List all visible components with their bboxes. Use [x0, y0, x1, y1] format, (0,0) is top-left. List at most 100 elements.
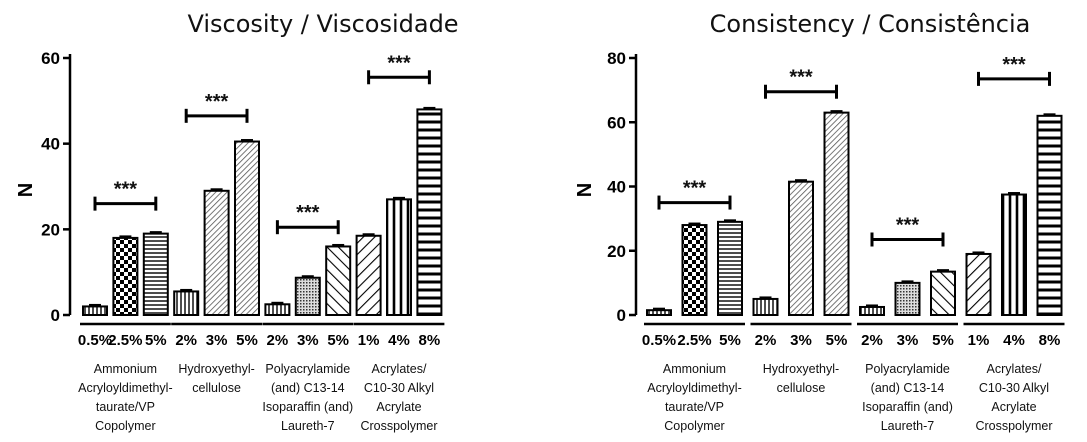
- significance-marker: ***: [896, 215, 920, 237]
- x-tick-label: 2%: [755, 332, 777, 349]
- y-axis-label: N: [574, 183, 596, 197]
- x-tick-label: 8%: [1039, 332, 1061, 349]
- significance-marker: ***: [1002, 54, 1026, 76]
- significance-marker: ***: [387, 52, 411, 74]
- y-tick-label: 0: [51, 306, 60, 325]
- x-tick-label: 3%: [790, 332, 812, 349]
- bar: [386, 198, 412, 317]
- bar: [717, 220, 743, 316]
- bar: [965, 252, 992, 316]
- group-label: taurate/VP: [665, 400, 724, 414]
- group-label: Isoparaffin (and): [262, 400, 353, 414]
- x-tick-label: 3%: [206, 332, 228, 349]
- x-tick-label: 2.5%: [108, 332, 142, 349]
- group-label: Polyacrylamide: [865, 362, 950, 376]
- group-label: cellulose: [192, 381, 241, 395]
- bar: [82, 305, 108, 316]
- y-tick-label: 20: [41, 220, 60, 239]
- group-label: Laureth-7: [281, 419, 335, 433]
- group-label: (and) C13-14: [271, 381, 345, 395]
- y-tick-label: 40: [41, 135, 60, 154]
- group-label: Crosspolymer: [360, 419, 437, 433]
- group-label: Crosspolymer: [975, 419, 1052, 433]
- group-label: Isoparaffin (and): [862, 400, 953, 414]
- x-tick-label: 1%: [968, 332, 990, 349]
- x-tick-label: 5%: [327, 332, 349, 349]
- x-tick-label: 1%: [358, 332, 380, 349]
- group-label: Hydroxyethyl-: [763, 362, 839, 376]
- group-label: C10-30 Alkyl: [364, 381, 434, 395]
- y-tick-label: 40: [607, 178, 626, 197]
- significance-marker: ***: [114, 179, 138, 201]
- y-tick-label: 0: [617, 306, 626, 325]
- x-tick-label: 2%: [861, 332, 883, 349]
- bar: [142, 232, 169, 316]
- x-tick-label: 5%: [236, 332, 258, 349]
- x-tick-label: 2%: [175, 332, 197, 349]
- bar: [416, 108, 443, 317]
- group-label: (and) C13-14: [871, 381, 945, 395]
- bar: [1001, 193, 1027, 316]
- chart-title: Viscosity / Viscosidade: [187, 10, 458, 38]
- bar: [173, 290, 200, 317]
- bar: [646, 309, 672, 316]
- bar: [859, 305, 885, 316]
- bar: [325, 245, 352, 316]
- group-label: Copolymer: [95, 419, 155, 433]
- x-tick-label: 4%: [1003, 332, 1025, 349]
- bar: [752, 297, 779, 316]
- x-tick-label: 5%: [826, 332, 848, 349]
- bar: [681, 224, 708, 316]
- x-tick-label: 4%: [388, 332, 410, 349]
- bar: [294, 276, 321, 316]
- group-label: Hydroxyethyl-: [178, 362, 254, 376]
- x-tick-label: 0.5%: [642, 332, 676, 349]
- x-tick-label: 5%: [719, 332, 741, 349]
- group-label: Acrylate: [376, 400, 421, 414]
- group-label: Ammonium: [663, 362, 726, 376]
- group-label: Acryloyldimethyl-: [647, 381, 741, 395]
- group-label: Polyacrylamide: [265, 362, 350, 376]
- x-tick-label: 2.5%: [677, 332, 711, 349]
- y-axis-label: N: [15, 183, 37, 197]
- group-label: Laureth-7: [881, 419, 935, 433]
- group-label: Copolymer: [664, 419, 724, 433]
- bar: [112, 236, 139, 316]
- significance-marker: ***: [789, 67, 813, 89]
- bar: [203, 189, 230, 317]
- bar: [234, 140, 260, 316]
- significance-marker: ***: [296, 202, 320, 224]
- y-tick-label: 60: [41, 49, 60, 68]
- bar: [930, 270, 956, 317]
- bar: [788, 180, 814, 316]
- x-tick-label: 8%: [419, 332, 441, 349]
- x-tick-label: 5%: [145, 332, 167, 349]
- bar: [355, 234, 382, 316]
- group-label: Acrylate: [991, 400, 1036, 414]
- y-tick-label: 20: [607, 242, 626, 261]
- consistency-chart: Consistency / Consistência N 0 20 40 60 80 0.5%…: [574, 10, 1065, 433]
- x-tick-label: 0.5%: [78, 332, 112, 349]
- bar: [894, 281, 921, 316]
- bar: [823, 111, 850, 316]
- group-label: Ammonium: [94, 362, 157, 376]
- x-tick-label: 2%: [267, 332, 289, 349]
- bar: [264, 303, 291, 316]
- group-label: C10-30 Alkyl: [979, 381, 1049, 395]
- x-tick-label: 5%: [932, 332, 954, 349]
- significance-marker: ***: [205, 91, 229, 113]
- group-label: Acrylates/: [987, 362, 1042, 376]
- chart-title: Consistency / Consistência: [710, 10, 1031, 38]
- significance-marker: ***: [683, 178, 707, 200]
- group-label: cellulose: [777, 381, 826, 395]
- x-tick-label: 3%: [297, 332, 319, 349]
- group-label: taurate/VP: [96, 400, 155, 414]
- x-tick-label: 3%: [897, 332, 919, 349]
- y-tick-label: 80: [607, 49, 626, 68]
- y-tick-label: 60: [607, 113, 626, 132]
- bar: [1036, 114, 1063, 316]
- group-label: Acryloyldimethyl-: [78, 381, 172, 395]
- group-label: Acrylates/: [372, 362, 427, 376]
